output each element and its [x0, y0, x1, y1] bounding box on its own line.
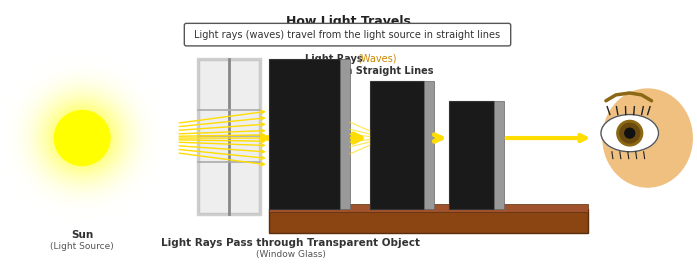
Text: (Waves): (Waves) — [357, 54, 397, 64]
Text: (Window Glass): (Window Glass) — [256, 250, 325, 259]
Ellipse shape — [601, 115, 659, 152]
Circle shape — [620, 123, 640, 143]
Circle shape — [625, 128, 635, 138]
Text: Sun: Sun — [71, 230, 93, 240]
Bar — [449, 101, 494, 209]
Ellipse shape — [603, 89, 692, 187]
Bar — [268, 59, 340, 209]
Bar — [268, 209, 588, 233]
Text: How Light Travels: How Light Travels — [286, 15, 411, 27]
Text: Light rays (waves) travel from the light source in straight lines: Light rays (waves) travel from the light… — [194, 30, 500, 40]
Bar — [494, 101, 504, 209]
Bar — [198, 59, 260, 214]
Bar — [424, 81, 434, 209]
Bar — [370, 81, 424, 209]
Text: Light Rays Pass through Transparent Object: Light Rays Pass through Transparent Obje… — [161, 238, 420, 248]
Bar — [340, 59, 350, 209]
Text: Light Rays: Light Rays — [305, 54, 367, 64]
Circle shape — [54, 111, 110, 165]
Text: Travel in Straight Lines: Travel in Straight Lines — [305, 66, 434, 76]
Circle shape — [617, 120, 643, 146]
Text: (Light Source): (Light Source) — [50, 242, 114, 251]
FancyBboxPatch shape — [184, 23, 511, 46]
Bar — [268, 204, 588, 212]
